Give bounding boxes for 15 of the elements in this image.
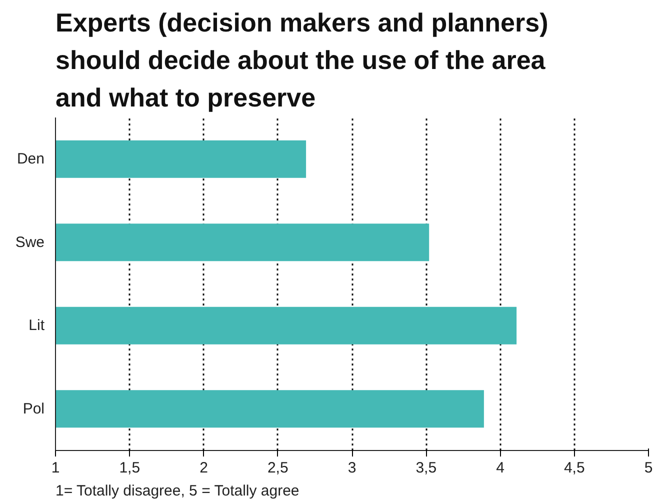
x-tick-label: 3,5 [416,460,437,476]
y-tick-label: Den [16,150,45,168]
chart-title: Experts (decision makers and planners) should decide about the use of the area and what to preserve [56,8,548,112]
x-tick-label: 1,5 [119,460,140,476]
x-tick-label: 4 [496,460,504,476]
x-tick-label: 1 [51,460,60,476]
x-tick-label: 4,5 [564,460,585,476]
x-tick-label: 2 [200,460,208,476]
x-tick-label: 2,5 [267,460,288,476]
y-tick-label: Lit [28,317,46,334]
x-tick-label: 3 [348,460,356,476]
x-tick-label: 5 [644,460,653,476]
text: 1= Totally disagree, 5 = Totally agree [56,482,300,500]
y-tick-label: Pol [22,400,45,418]
y-tick-label: Swe [15,234,45,251]
